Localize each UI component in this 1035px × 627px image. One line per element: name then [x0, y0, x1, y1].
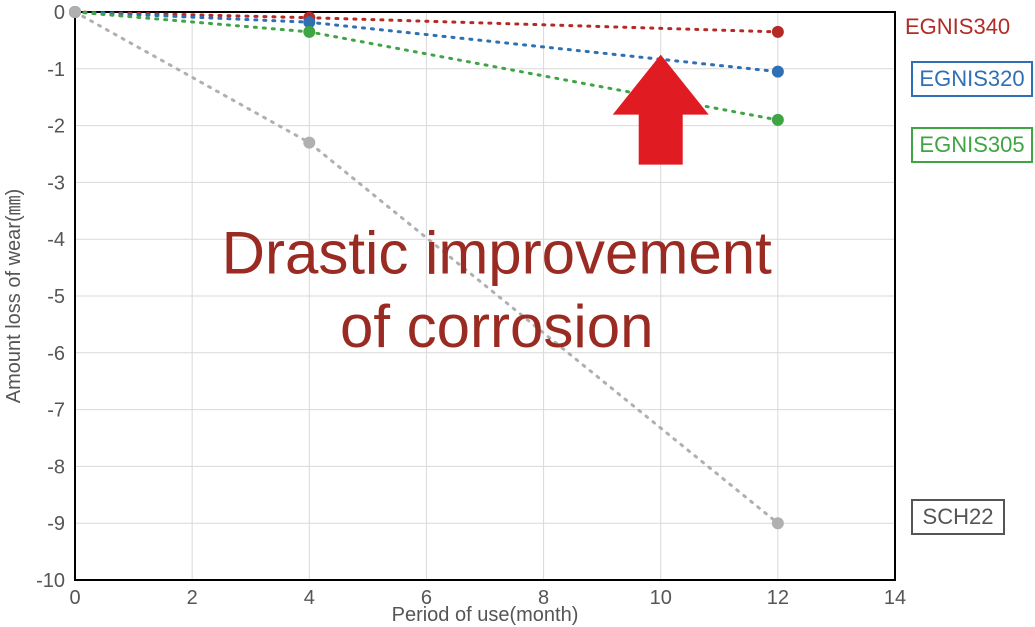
series-label: SCH22: [923, 504, 994, 529]
series-marker: [303, 137, 315, 149]
y-tick-label: -4: [47, 229, 65, 251]
y-tick-label: -7: [47, 400, 65, 422]
series-marker: [69, 6, 81, 18]
corrosion-wear-chart: 02468101214-10-9-8-7-6-5-4-3-2-10Period …: [0, 0, 1035, 627]
series-marker: [772, 66, 784, 78]
x-tick-label: 0: [69, 587, 80, 609]
series-label: EGNIS340: [905, 14, 1010, 39]
x-axis-title: Period of use(month): [392, 604, 579, 626]
headline-line1: Drastic improvement: [222, 219, 772, 286]
series-label: EGNIS320: [919, 66, 1024, 91]
y-tick-label: -9: [47, 513, 65, 535]
x-tick-label: 2: [187, 587, 198, 609]
y-tick-label: -1: [47, 59, 65, 81]
x-tick-label: 12: [767, 587, 789, 609]
y-tick-label: -10: [36, 570, 65, 592]
y-tick-label: -8: [47, 456, 65, 478]
y-axis-title: Amount loss of wear(㎜): [3, 189, 25, 404]
series-marker: [772, 517, 784, 529]
y-tick-label: -5: [47, 286, 65, 308]
y-tick-label: 0: [54, 2, 65, 24]
y-tick-label: -2: [47, 116, 65, 138]
y-tick-label: -6: [47, 343, 65, 365]
x-tick-label: 14: [884, 587, 906, 609]
series-marker: [772, 114, 784, 126]
x-tick-label: 4: [304, 587, 315, 609]
headline-line2: of corrosion: [340, 293, 653, 360]
series-label: EGNIS305: [919, 132, 1024, 157]
series-marker: [772, 26, 784, 38]
y-tick-label: -3: [47, 172, 65, 194]
x-tick-label: 10: [650, 587, 672, 609]
series-marker: [303, 26, 315, 38]
chart-svg: 02468101214-10-9-8-7-6-5-4-3-2-10Period …: [0, 0, 1035, 627]
